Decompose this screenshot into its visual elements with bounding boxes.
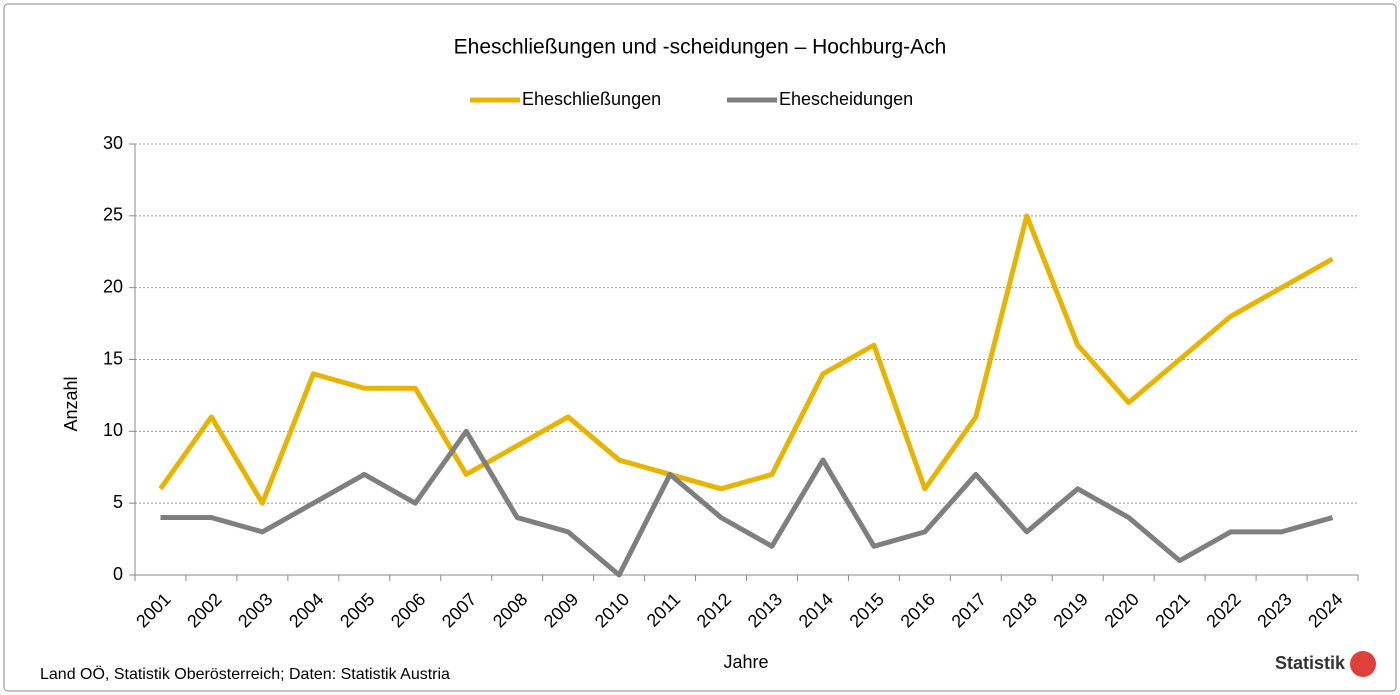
legend-label: Eheschließungen [522,89,661,109]
y-tick-label: 5 [113,492,123,512]
source-note: Land OÖ, Statistik Oberösterreich; Daten… [40,665,450,683]
line-series [158,213,1334,506]
y-tick-label: 10 [103,420,123,440]
line-series [160,428,1334,578]
logo-text: Statistik [1275,653,1346,673]
y-tick-label: 30 [103,133,123,153]
chart-title: Eheschließungen und -scheidungen – Hochb… [454,36,947,59]
x-axis-label: Jahre [723,652,768,672]
y-tick-label: 0 [113,564,123,584]
legend-label: Ehescheidungen [779,89,913,109]
y-axis-label: Anzahl [61,376,81,431]
y-tick-label: 25 [103,205,123,225]
y-tick-label: 20 [103,276,123,296]
chart-border [3,3,1397,692]
logo-icon [1350,651,1376,677]
y-tick-label: 15 [103,348,123,368]
